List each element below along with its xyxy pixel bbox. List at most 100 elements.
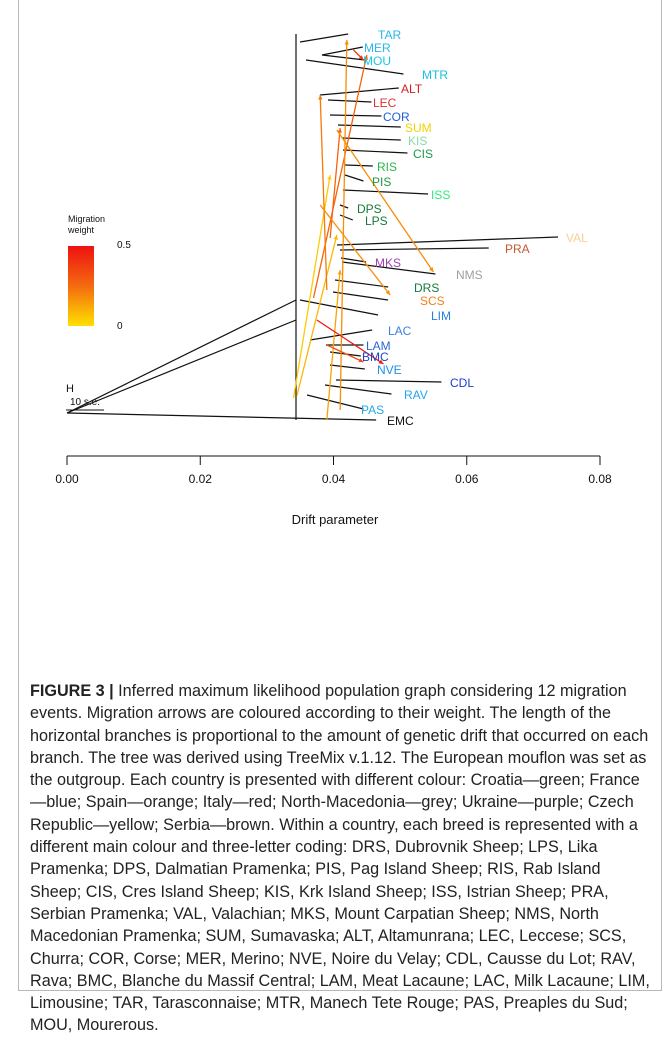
figure-caption: FIGURE 3 | Inferred maximum likelihood p…: [30, 680, 652, 1037]
migration-edges: [292, 39, 434, 421]
tip-label: LPS: [365, 214, 388, 228]
tree-branch: [321, 54, 365, 61]
tip-label: TAR: [378, 28, 401, 42]
tree-branch: [341, 261, 436, 275]
legend-max-label: 0.5: [117, 240, 131, 251]
tree-branch: [336, 236, 559, 246]
x-tick-label: 0.06: [455, 472, 479, 486]
tip-label: SUM: [405, 121, 432, 135]
tip-label: COR: [383, 110, 410, 124]
migration-arrow: [326, 269, 341, 421]
x-tick-label: 0.08: [588, 472, 612, 486]
migration-arrowhead: [344, 40, 349, 45]
tree-branch: [342, 149, 408, 154]
x-axis: 0.00 0.02 0.04 0.06 0.08: [55, 455, 612, 486]
tip-label: CIS: [413, 147, 433, 161]
tree-branch: [344, 174, 364, 182]
tip-label: ISS: [431, 188, 450, 202]
tree-branch: [339, 214, 354, 221]
tree-branch: [341, 137, 401, 141]
tree-branch: [66, 319, 297, 414]
migration-arrowhead: [333, 235, 338, 240]
tip-label: PIS: [372, 175, 391, 189]
tip-label: CDL: [450, 376, 474, 390]
tree-branch: [329, 364, 365, 370]
migration-arrowhead: [378, 359, 384, 364]
legend-title-line1: Migration: [68, 214, 105, 224]
tip-label: NMS: [456, 268, 483, 282]
migration-arrowhead: [358, 358, 364, 363]
tip-label: LIM: [431, 309, 451, 323]
tree-branch: [327, 99, 372, 103]
tree-branch: [342, 189, 429, 195]
tip-label: RAV: [404, 388, 428, 402]
migration-arrowhead: [337, 270, 342, 275]
tree-branch: [305, 59, 404, 75]
tip-label: KIS: [408, 134, 427, 148]
tree-branch: [339, 247, 489, 251]
tip-label: EMC: [387, 414, 414, 428]
migration-arrow: [312, 54, 368, 299]
tip-label: ALT: [401, 82, 423, 96]
tree-branch: [344, 164, 373, 167]
tree-branch: [299, 299, 379, 316]
tree-branch: [66, 412, 377, 421]
migration-arrow: [319, 204, 391, 296]
tip-label: MKS: [375, 256, 401, 270]
x-tick-label: 0.04: [322, 472, 346, 486]
legend-min-label: 0: [117, 321, 123, 332]
tip-label: LAM: [366, 339, 391, 353]
tree-branch: [66, 299, 297, 414]
x-tick-label: 0.02: [189, 472, 213, 486]
migration-arrowhead: [327, 175, 332, 180]
x-tick-label: 0.00: [55, 472, 79, 486]
migration-arrow: [319, 94, 328, 291]
legend-title-line2: weight: [67, 225, 95, 235]
tree-branch: [324, 384, 392, 395]
migration-arrow: [326, 344, 364, 363]
tree-branch: [299, 33, 349, 43]
tip-label: MOU: [363, 54, 391, 68]
tip-label: LEC: [373, 96, 397, 110]
migration-arrow: [336, 129, 434, 273]
tip-label: MER: [364, 41, 391, 55]
migration-arrow: [296, 234, 338, 397]
migration-arrow: [316, 319, 384, 365]
tip-label: MTR: [422, 68, 448, 82]
tip-label: RIS: [377, 160, 397, 174]
migration-arrowhead: [363, 55, 368, 60]
tree-branch: [329, 114, 382, 117]
tip-label: DRS: [414, 281, 439, 295]
caption-text: Inferred maximum likelihood population g…: [30, 682, 650, 1035]
tip-label: NVE: [377, 363, 402, 377]
migration-arrowhead: [337, 128, 342, 133]
migration-arrowhead: [429, 267, 434, 272]
tree-branch: [335, 379, 442, 383]
migration-arrowhead: [385, 290, 391, 295]
figure-frame: [18, 0, 662, 991]
root-label: H: [66, 383, 74, 395]
migration-arrowhead: [358, 55, 364, 60]
legend-color-ramp: [68, 246, 94, 326]
tip-label: BMC: [362, 350, 389, 364]
tree-branch: [334, 279, 389, 288]
tree-branch: [340, 257, 367, 263]
migration-arrow: [339, 39, 348, 411]
tip-label: VAL: [566, 231, 588, 245]
migration-arrowhead: [318, 95, 323, 100]
tip-label: PRA: [505, 242, 530, 256]
x-axis-title: Drift parameter: [292, 512, 379, 527]
tree-branch: [337, 124, 401, 128]
tip-label: DPS: [357, 202, 382, 216]
tip-label: LAC: [388, 324, 412, 338]
tree-branch: [321, 46, 363, 56]
tree-branch: [332, 291, 389, 301]
tree-branch: [306, 394, 364, 410]
tip-label: PAS: [361, 403, 384, 417]
caption-label: FIGURE 3 |: [30, 682, 114, 700]
tree-branches: [66, 33, 559, 421]
scale-label: 10 s.e.: [70, 397, 100, 408]
tip-label: SCS: [420, 294, 445, 308]
